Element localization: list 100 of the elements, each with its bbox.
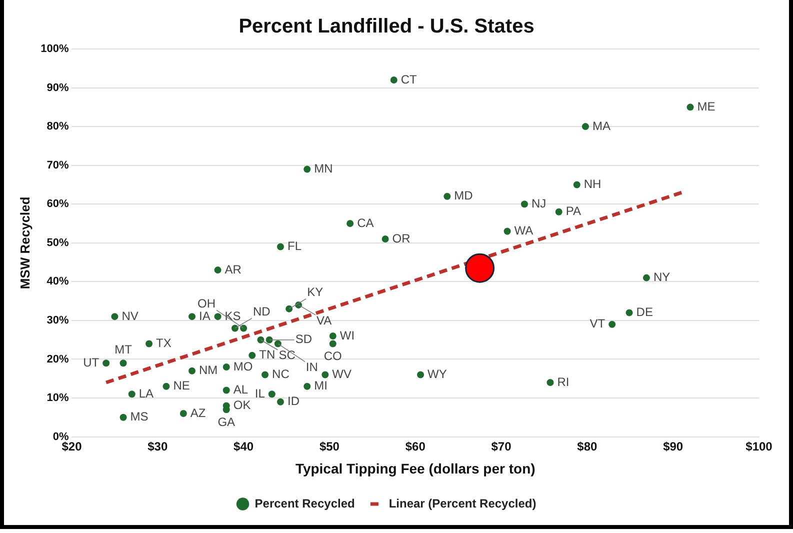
data-label: NM [199, 363, 218, 378]
x-tick-label: $50 [319, 439, 340, 454]
data-label: VT [590, 316, 606, 331]
data-label: NY [653, 270, 670, 284]
point [146, 340, 153, 348]
point [546, 379, 554, 386]
x-tick-label: $30 [148, 439, 168, 454]
data-label: AL [233, 382, 248, 397]
y-tick-label: 90% [46, 82, 69, 94]
chart-title: Percent Landfilled - U.S. States [238, 16, 534, 38]
point [382, 236, 389, 243]
legend-label: Percent Recycled [254, 496, 355, 510]
x-tick-label: $40 [234, 439, 254, 454]
point [642, 274, 650, 282]
data-label: NE [173, 378, 190, 393]
data-label: SD [295, 332, 312, 346]
data-label: WV [332, 367, 352, 382]
point [444, 192, 451, 200]
data-label: GA [218, 414, 236, 429]
point [329, 332, 336, 340]
y-tick-label: 30% [46, 314, 69, 326]
x-tick-label: $80 [577, 439, 598, 454]
point [120, 414, 127, 421]
data-label: IL [254, 386, 266, 400]
point [214, 266, 222, 274]
point [520, 200, 528, 208]
data-label: TN [259, 348, 276, 362]
y-tick-label: 10% [46, 392, 69, 404]
y-tick-label: 100% [40, 43, 69, 56]
data-label: NC [272, 367, 290, 382]
data-label: CT [400, 72, 418, 86]
data-label: FL [287, 239, 302, 254]
data-label: WA [514, 224, 534, 238]
data-label: ME [697, 99, 716, 114]
data-label: KS [224, 308, 241, 323]
data-label: NV [122, 308, 138, 323]
point [248, 352, 256, 359]
data-label: LA [138, 386, 154, 400]
x-axis-title: Typical Tipping Fee (dollars per ton) [295, 460, 536, 476]
data-label: WI [340, 328, 355, 342]
data-label: AZ [190, 406, 206, 420]
data-label: IA [199, 308, 210, 323]
data-label: OR [392, 231, 411, 246]
data-label: MO [233, 359, 253, 374]
point [582, 123, 589, 130]
y-tick-label: 60% [46, 198, 69, 210]
data-label: NH [584, 177, 602, 192]
data-label: MS [130, 410, 148, 424]
y-tick-label: 80% [46, 120, 69, 133]
data-label: MN [314, 162, 333, 176]
data-label: OH [198, 296, 216, 311]
y-tick-label: 40% [46, 276, 69, 288]
data-label: IN [306, 360, 318, 374]
point [128, 390, 136, 398]
y-axis-title: MSW Recycled [17, 196, 32, 290]
point [276, 398, 284, 406]
point [465, 253, 495, 283]
point [504, 228, 511, 235]
y-tick-label: 20% [46, 353, 69, 366]
point [276, 243, 284, 250]
point [322, 371, 329, 378]
x-tick-label: $70 [491, 439, 512, 454]
point [573, 181, 580, 188]
point [304, 166, 311, 173]
data-label: WY [428, 367, 447, 382]
x-tick-label: $60 [405, 439, 426, 454]
y-tick-label: 70% [46, 159, 69, 172]
point [329, 340, 336, 348]
data-label: NJ [531, 196, 546, 210]
data-label: ID [287, 394, 300, 408]
point [626, 309, 633, 316]
point [262, 371, 269, 378]
point [257, 336, 264, 344]
data-label: SC [278, 348, 296, 362]
data-label: TX [156, 336, 172, 350]
point [180, 410, 187, 418]
point [286, 305, 293, 312]
point [231, 324, 238, 332]
data-label: CO [324, 349, 342, 364]
legend-label: Linear (Percent Recycled) [388, 496, 536, 510]
point [102, 360, 110, 367]
point [214, 313, 222, 320]
data-label: RI [557, 374, 570, 389]
point [608, 320, 616, 328]
point [188, 313, 196, 320]
point [120, 360, 127, 367]
point [222, 386, 230, 394]
data-label: AR [224, 262, 242, 276]
point [162, 382, 170, 390]
x-tick-label: $90 [663, 439, 684, 454]
point [240, 324, 248, 332]
point [686, 104, 694, 111]
point [390, 76, 398, 84]
data-label: PA [566, 204, 581, 218]
point [111, 313, 118, 320]
data-label: MA [592, 118, 610, 133]
x-tick-label: $100 [746, 439, 773, 454]
y-tick-label: 50% [46, 236, 69, 249]
point [304, 382, 311, 390]
data-label: KY [307, 285, 324, 300]
